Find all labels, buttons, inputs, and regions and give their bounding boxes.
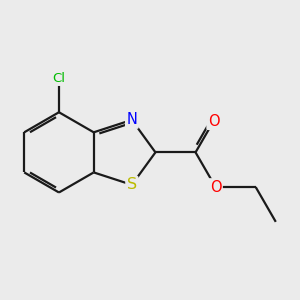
Text: Cl: Cl [52, 72, 65, 85]
Text: O: O [210, 180, 221, 195]
Text: O: O [208, 114, 219, 129]
Text: N: N [126, 112, 137, 128]
Text: S: S [127, 177, 137, 192]
